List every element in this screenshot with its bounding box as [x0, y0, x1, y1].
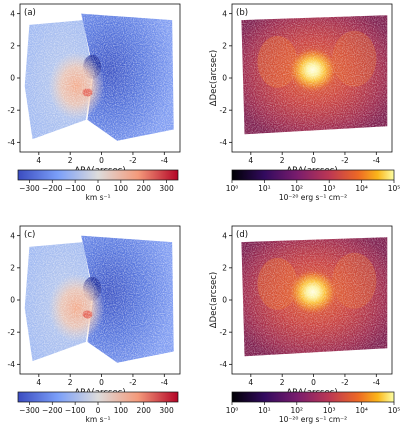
colorbar-tick-label: 100	[114, 184, 129, 193]
y-tick-label: 0	[222, 296, 227, 305]
colorbar: 10⁰ 10¹ 10² 10³ 10⁴ 10⁵ 10⁻²⁰ erg s⁻¹ cm⁻²	[226, 169, 400, 202]
colorbar-tick-label: 200	[137, 406, 152, 415]
colorbar-tick-label: 300	[159, 184, 174, 193]
y-axis-label: ΔDec(arcsec)	[209, 50, 219, 106]
colorbar-label: km s⁻¹	[86, 415, 111, 424]
colorbar-tick-label: 10⁴	[355, 406, 368, 415]
colorbar-tick-label: 100	[114, 406, 129, 415]
colorbar-tick-label: 10⁰	[226, 406, 239, 415]
panel-label: (c)	[24, 230, 35, 240]
y-tick-label: 4	[222, 9, 227, 18]
x-tick-label: 2	[68, 156, 73, 165]
colorbar-tick-label: 300	[159, 406, 174, 415]
colorbar-tick-label: 10⁴	[355, 184, 368, 193]
x-tick-label: -2	[341, 378, 349, 387]
x-tick-label: 0	[99, 378, 104, 387]
x-tick-label: 2	[68, 378, 73, 387]
map-image	[20, 4, 180, 152]
colorbar: 10⁰ 10¹ 10² 10³ 10⁴ 10⁵ 10⁻²⁰ erg s⁻¹ cm⁻²	[226, 391, 400, 424]
colorbar-tick-label: −200	[42, 184, 63, 193]
colorbar-tick-label: 10¹	[258, 184, 271, 193]
y-tick-label: -2	[8, 328, 16, 337]
noise-mask	[232, 4, 392, 152]
x-tick-label: 0	[311, 378, 316, 387]
colorbar-ramp	[231, 169, 395, 181]
map-image	[20, 226, 180, 374]
y-tick-label: 0	[10, 296, 15, 305]
y-tick-label: -2	[8, 106, 16, 115]
panel-label: (a)	[24, 8, 36, 18]
y-tick-label: 0	[222, 74, 227, 83]
colorbar-ramp	[17, 169, 179, 181]
panel-label: (b)	[236, 8, 248, 18]
y-tick-label: 4	[222, 231, 227, 240]
y-tick-label: -4	[8, 138, 16, 147]
y-tick-label: -4	[220, 138, 228, 147]
colorbar-tick-label: −200	[42, 406, 63, 415]
x-tick-label: 4	[248, 378, 253, 387]
panel-label: (d)	[236, 230, 248, 240]
x-tick-label: 0	[311, 156, 316, 165]
panel-a: 420-2-4420-2-4ΔRA(arcsec)(a)−300−200−100…	[8, 3, 181, 202]
y-tick-label: 0	[10, 74, 15, 83]
x-tick-label: 0	[99, 156, 104, 165]
colorbar-tick-label: 10²	[291, 406, 304, 415]
noise-mask	[232, 226, 392, 374]
colorbar-tick-label: 10⁵	[388, 406, 400, 415]
map-image	[232, 226, 392, 374]
colorbar-tick-label: 200	[137, 184, 152, 193]
y-tick-label: -2	[220, 328, 228, 337]
colorbar-label: 10⁻²⁰ erg s⁻¹ cm⁻²	[279, 415, 347, 424]
y-tick-label: -2	[220, 106, 228, 115]
colorbar-ramp	[17, 391, 179, 403]
colorbar-label: km s⁻¹	[86, 193, 111, 202]
x-tick-label: -4	[373, 156, 381, 165]
x-tick-label: -2	[129, 378, 137, 387]
colorbar-tick-label: 10⁵	[388, 184, 400, 193]
colorbar-label: 10⁻²⁰ erg s⁻¹ cm⁻²	[279, 193, 347, 202]
y-tick-label: 2	[222, 264, 227, 273]
colorbar-tick-label: 10³	[323, 184, 336, 193]
colorbar-tick-label: −100	[65, 406, 86, 415]
y-tick-label: 2	[10, 42, 15, 51]
x-tick-label: 4	[36, 156, 41, 165]
y-tick-label: -4	[220, 360, 228, 369]
y-tick-label: 2	[222, 42, 227, 51]
x-tick-label: 2	[280, 378, 285, 387]
x-tick-label: -4	[373, 378, 381, 387]
colorbar: −300 −200 −100 0 100 200 300 km s⁻¹	[17, 169, 179, 202]
panel-d: 420-2-4420-2-4ΔRA(arcsec)ΔDec(arcsec)(d)…	[209, 225, 400, 424]
x-tick-label: -4	[161, 378, 169, 387]
y-tick-label: 2	[10, 264, 15, 273]
x-tick-label: 2	[280, 156, 285, 165]
noise-mask	[20, 4, 180, 152]
colorbar: −300 −200 −100 0 100 200 300 km s⁻¹	[17, 391, 179, 424]
map-image	[232, 4, 392, 152]
colorbar-tick-label: 10²	[291, 184, 304, 193]
colorbar-tick-label: 10¹	[258, 406, 271, 415]
x-tick-label: -2	[341, 156, 349, 165]
y-axis-label: ΔDec(arcsec)	[209, 272, 219, 328]
colorbar-tick-label: 0	[96, 406, 101, 415]
colorbar-tick-label: −100	[65, 184, 86, 193]
y-tick-label: 4	[10, 231, 15, 240]
panel-c: 420-2-4420-2-4ΔRA(arcsec)(c)−300−200−100…	[8, 225, 181, 424]
x-tick-label: 4	[248, 156, 253, 165]
y-tick-label: -4	[8, 360, 16, 369]
y-tick-label: 4	[10, 9, 15, 18]
x-tick-label: 4	[36, 378, 41, 387]
colorbar-tick-label: 0	[96, 184, 101, 193]
noise-mask	[20, 226, 180, 374]
colorbar-tick-label: −300	[19, 406, 40, 415]
x-tick-label: -4	[161, 156, 169, 165]
colorbar-ramp	[231, 391, 395, 403]
panel-b: 420-2-4420-2-4ΔRA(arcsec)ΔDec(arcsec)(b)…	[209, 3, 400, 202]
colorbar-tick-label: −300	[19, 184, 40, 193]
colorbar-tick-label: 10⁰	[226, 184, 239, 193]
x-tick-label: -2	[129, 156, 137, 165]
colorbar-tick-label: 10³	[323, 406, 336, 415]
